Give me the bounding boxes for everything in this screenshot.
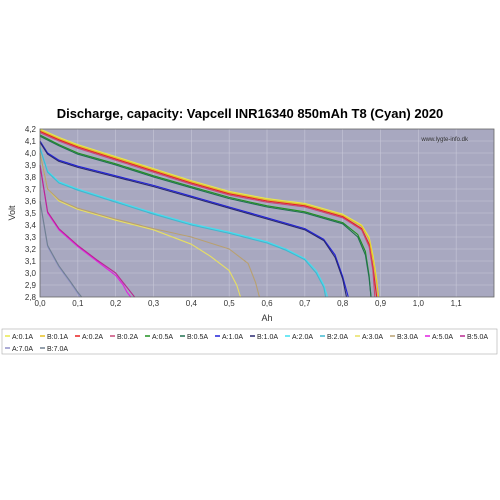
legend-label: B:2.0A	[327, 334, 348, 341]
y-tick-label: 3,8	[25, 173, 37, 182]
series-line	[39, 130, 378, 298]
plot-border	[39, 128, 495, 298]
x-tick-label: 0,9	[375, 299, 387, 308]
x-tick-label: 0,5	[224, 299, 236, 308]
series-line	[39, 132, 376, 298]
x-tick-label: 0,4	[186, 299, 198, 308]
legend-box	[1, 328, 498, 355]
x-tick-label: 1,0	[413, 299, 425, 308]
chart-title: Discharge, capacity: Vapcell INR16340 85…	[56, 106, 444, 121]
series-line	[39, 141, 348, 298]
x-tick-label: 0,1	[72, 299, 84, 308]
series-lines	[39, 128, 380, 298]
tick-labels: 0,0 0,1 0,2 0,3 0,4 0,5 0,6 0,7 0,8 0,9 1,0 1,1 2,8 2…	[25, 125, 462, 308]
y-tick-label: 3,9	[25, 161, 37, 170]
series-line	[39, 200, 83, 298]
y-tick-label: 3,3	[25, 233, 37, 242]
x-tick-label: 0,8	[337, 299, 349, 308]
y-tick-label: 3,1	[25, 257, 37, 266]
y-axis-label: Volt	[7, 205, 17, 221]
series-line	[39, 146, 329, 298]
x-tick-label: 0,6	[261, 299, 273, 308]
y-tick-label: 4,1	[25, 137, 37, 146]
legend-label: A:5.0A	[432, 334, 453, 341]
x-tick-label: 1,1	[451, 299, 463, 308]
series-line	[39, 140, 349, 298]
legend-label: B:0.2A	[117, 334, 138, 341]
series-line	[39, 148, 327, 298]
y-tick-label: 3,5	[25, 209, 37, 218]
legend-label: A:0.5A	[152, 334, 173, 341]
y-tick-label: 3,6	[25, 197, 37, 206]
series-line	[39, 164, 132, 298]
y-tick-label: 3,4	[25, 221, 37, 230]
series-line	[39, 129, 380, 298]
legend-label: B:0.1A	[47, 334, 68, 341]
legend-label: A:7.0A	[12, 346, 33, 353]
legend-label: B:0.5A	[187, 334, 208, 341]
legend-label: B:7.0A	[47, 346, 68, 353]
x-tick-label: 0,2	[110, 299, 122, 308]
x-tick-label: 0,7	[299, 299, 311, 308]
x-tick-label: 0,0	[34, 299, 46, 308]
watermark-text: www.lygte-info.dk	[420, 137, 469, 143]
series-line	[39, 135, 372, 298]
y-tick-label: 3,2	[25, 245, 37, 254]
series-line	[39, 152, 242, 298]
legend-label: B:1.0A	[257, 334, 278, 341]
legend-label: B:5.0A	[467, 334, 488, 341]
legend-label: B:3.0A	[397, 334, 418, 341]
legend-label: A:3.0A	[362, 334, 383, 341]
legend-label: A:0.2A	[82, 334, 103, 341]
legend-label: A:2.0A	[292, 334, 313, 341]
x-tick-label: 0,3	[148, 299, 160, 308]
series-line	[39, 134, 372, 298]
y-tick-label: 3,7	[25, 185, 37, 194]
y-tick-label: 2,9	[25, 281, 37, 290]
legend-label: A:0.1A	[12, 334, 33, 341]
y-tick-label: 2,8	[25, 293, 37, 302]
x-axis-label: Ah	[261, 313, 272, 323]
y-tick-label: 4,2	[25, 125, 37, 134]
series-line	[39, 152, 260, 298]
series-line	[39, 128, 380, 298]
y-tick-label: 4,0	[25, 149, 37, 158]
series-line	[39, 164, 136, 298]
legend-label: A:1.0A	[222, 334, 243, 341]
legend: A:0.1A B:0.1A A:0.2A B:0.2A A:0.5A B:0.5A A:1.…	[5, 334, 488, 353]
y-tick-label: 3,0	[25, 269, 37, 278]
